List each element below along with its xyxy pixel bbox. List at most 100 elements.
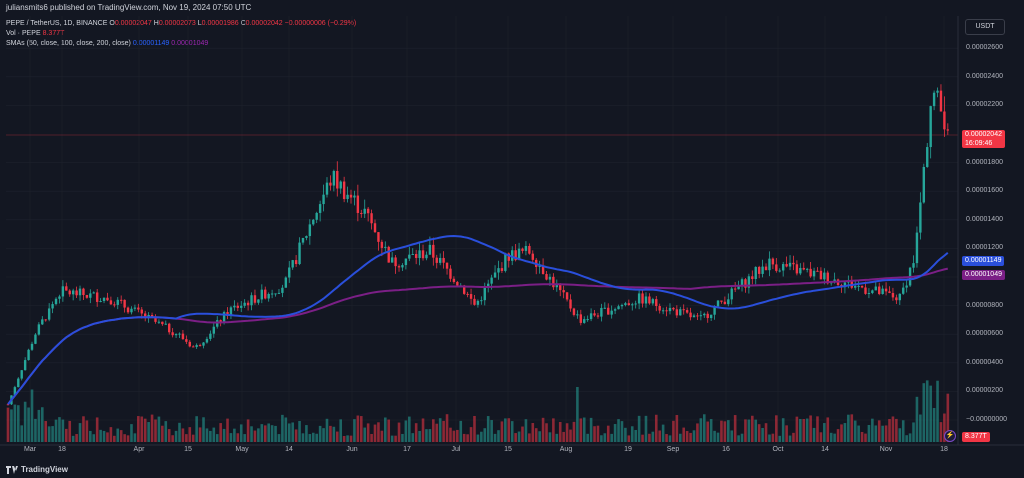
- volume-bar: [678, 433, 682, 442]
- price-tick-label: 0.00000600: [966, 330, 1003, 338]
- candle-body: [757, 266, 761, 274]
- candle-body: [648, 296, 651, 304]
- volume-bar: [119, 430, 123, 442]
- volume-bar: [888, 419, 891, 442]
- candle-body: [469, 294, 473, 299]
- candle-body: [871, 290, 874, 294]
- candle-body: [390, 257, 394, 263]
- volume-bar: [260, 424, 264, 442]
- candle-body: [192, 346, 195, 348]
- price-tick-label: 0.00000200: [966, 387, 1003, 395]
- legend-volume-row[interactable]: Vol · PEPE 8.377T: [6, 29, 356, 39]
- candle-body: [466, 293, 469, 295]
- candle-body: [198, 345, 202, 347]
- volume-bar: [476, 434, 480, 442]
- candle-body: [644, 296, 648, 304]
- volume-bar: [397, 422, 401, 442]
- candle-body: [699, 315, 703, 317]
- symbol-label[interactable]: PEPE / TetherUS, 1D, BINANCE: [6, 20, 108, 27]
- price-tick-label: 0.00000400: [966, 358, 1003, 366]
- candle-body: [459, 285, 462, 287]
- candle-body: [740, 279, 744, 287]
- candle-body: [915, 232, 919, 264]
- volume-bar: [730, 430, 734, 442]
- currency-selector[interactable]: USDT: [965, 19, 1005, 35]
- volume-bar: [404, 420, 408, 442]
- volume-label[interactable]: Vol · PEPE: [6, 30, 41, 37]
- candle-body: [744, 279, 747, 288]
- time-tick-label: 17: [403, 446, 411, 453]
- volume-bar: [644, 415, 648, 442]
- volume-bar: [637, 415, 641, 442]
- candle-body: [651, 299, 655, 304]
- volume-bar: [287, 423, 291, 442]
- candle-body: [538, 265, 541, 267]
- candle-body: [613, 309, 617, 311]
- candle-body: [329, 182, 332, 186]
- candle-body: [555, 284, 558, 288]
- candle-body: [308, 224, 312, 237]
- volume-bar: [881, 425, 884, 442]
- volume-bar: [627, 435, 631, 442]
- tradingview-logo-icon: [6, 465, 18, 474]
- volume-bar: [51, 426, 54, 442]
- candle-body: [802, 267, 805, 270]
- volume-bar: [689, 432, 692, 442]
- volume-bar: [500, 421, 504, 442]
- volume-bar: [65, 428, 68, 442]
- volume-bar: [408, 416, 411, 442]
- volume-bar: [147, 422, 150, 442]
- volume-bar: [356, 415, 360, 442]
- candle-body: [27, 349, 30, 361]
- candle-body: [82, 288, 85, 296]
- volume-bar: [421, 418, 425, 442]
- price-tick-label: 0.00001400: [966, 215, 1003, 223]
- candle-body: [250, 295, 253, 306]
- volume-bar: [727, 420, 730, 442]
- candle-body: [655, 299, 658, 307]
- candle-body: [764, 266, 768, 271]
- candle-body: [668, 307, 672, 312]
- volume-bar: [528, 433, 531, 442]
- volume-bar: [78, 423, 82, 442]
- volume-bar: [826, 417, 830, 442]
- volume-bar: [829, 432, 833, 442]
- volume-bar: [915, 396, 919, 442]
- candle-body: [723, 301, 727, 305]
- candle-body: [788, 262, 792, 267]
- legend-sma-row[interactable]: SMAs (50, close, 100, close, 200, close)…: [6, 39, 356, 49]
- candle-body: [836, 279, 840, 286]
- volume-bar: [877, 420, 881, 442]
- candle-body: [778, 270, 781, 272]
- volume-bar: [126, 435, 130, 442]
- volume-bar: [761, 427, 764, 442]
- volume-value: 8.377T: [42, 30, 65, 37]
- candle-body: [576, 314, 579, 316]
- candle-body: [260, 289, 264, 300]
- open-value: 0.00002047: [114, 20, 152, 27]
- candle-body: [394, 257, 397, 267]
- volume-bar: [301, 433, 305, 442]
- candle-body: [730, 288, 733, 300]
- lightning-icon[interactable]: ⚡: [944, 430, 956, 442]
- time-tick-label: 15: [504, 446, 512, 453]
- candle-body: [435, 257, 438, 263]
- sma-label[interactable]: SMAs (50, close, 100, close, 200, close): [6, 40, 131, 47]
- candle-body: [51, 304, 54, 309]
- candle-body: [147, 314, 150, 318]
- candle-body: [559, 284, 562, 291]
- volume-bar: [775, 415, 778, 442]
- volume-bar: [709, 419, 713, 442]
- candle-body: [562, 290, 565, 293]
- volume-bar: [579, 418, 583, 442]
- volume-bar: [713, 430, 716, 442]
- candle-body: [768, 258, 771, 271]
- candle-body: [672, 307, 675, 310]
- legend-ohlc-row[interactable]: PEPE / TetherUS, 1D, BINANCE O0.00002047…: [6, 19, 356, 29]
- candle-body: [898, 293, 901, 301]
- volume-bar: [188, 427, 192, 442]
- candle-body: [171, 332, 174, 336]
- candle-body: [119, 299, 123, 301]
- volume-bar: [263, 425, 267, 442]
